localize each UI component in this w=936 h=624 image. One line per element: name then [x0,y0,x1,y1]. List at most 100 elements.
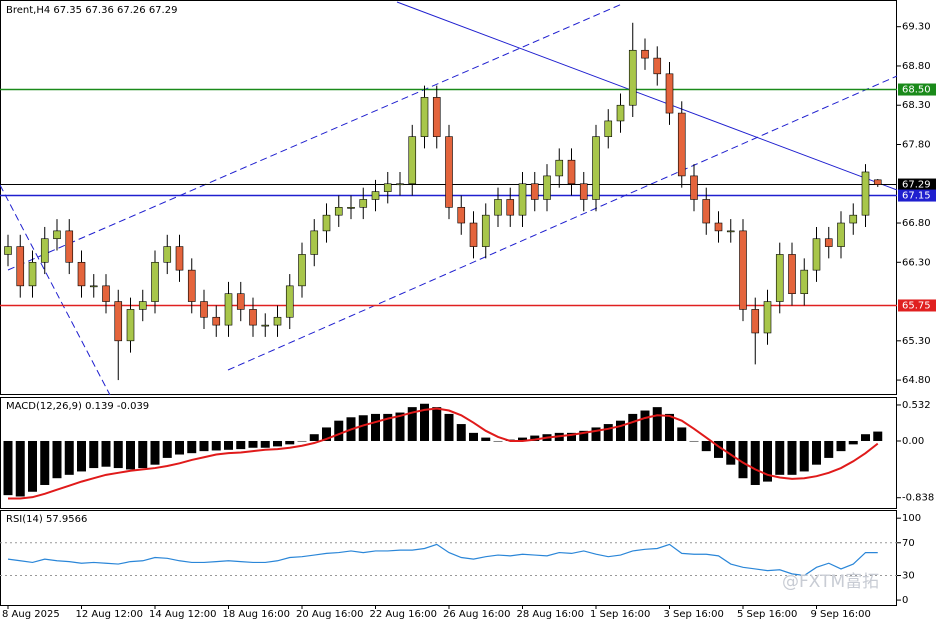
macd-bar [481,437,491,441]
candle-body [322,214,331,232]
candle-body [89,285,98,288]
candle-body [861,171,870,216]
macd-bar [64,440,74,475]
candle-body [592,136,600,200]
candle-body [40,238,49,263]
candle-body [555,159,564,177]
macd-bar [3,440,13,496]
macd-bar [628,413,638,441]
candle-body [249,309,257,326]
candle-body [432,97,441,137]
macd-bar [530,435,540,441]
candle-body [16,246,25,287]
descending-line [0,184,111,396]
candle-body [824,238,833,247]
candle-body [677,112,686,177]
candle-body [518,183,527,216]
macd-bar [199,440,209,452]
candle-body [163,246,172,263]
macd-bar [150,440,160,465]
candle-body [371,191,380,200]
candle-body [494,199,502,216]
candle-body [849,214,858,224]
level-label: 68.50 [902,85,931,96]
candle-body [628,49,637,106]
macd-bar [15,440,25,497]
y-tick-label: 0.532 [902,400,931,411]
y-tick-label: 69.30 [902,22,931,33]
x-tick-label: 3 Sep 16:00 [664,609,724,620]
candle-body [800,269,809,294]
candle-body [138,301,147,310]
macd-bar [162,440,172,458]
x-tick-label: 18 Aug 16:00 [223,609,290,620]
price-panel [0,0,897,395]
signal-line [8,407,879,500]
macd-bar [738,440,748,479]
x-tick-label: 28 Aug 16:00 [517,609,584,620]
candle-body [873,179,882,185]
y-tick-label: 66.30 [902,257,931,268]
x-tick-label: 1 Sep 16:00 [590,609,650,620]
y-tick-label: 64.80 [902,375,931,386]
x-tick-label: 9 Sep 16:00 [811,609,871,620]
candle-body [726,230,735,233]
macd-bar [89,440,99,469]
x-tick-label: 26 Aug 16:00 [443,609,510,620]
macd-bar [848,440,858,445]
macd-bar [787,440,797,475]
macd-bar [567,432,576,441]
candle-body [65,230,74,263]
y-tick-label: 30 [902,571,915,582]
level-label: 67.15 [902,191,931,202]
macd-bar [175,440,184,455]
candle-body [28,261,37,287]
candle-body [420,97,429,137]
macd-bar [775,440,785,475]
candle-body [298,254,306,287]
candle-body [273,316,282,326]
candle-body [481,214,490,247]
y-tick-label: 67.80 [902,139,931,150]
candle-body [751,309,760,334]
macd-bar [799,440,809,472]
resistance-line [396,1,898,191]
candle-body [543,175,551,200]
y-tick-label: 66.80 [902,218,931,229]
macd-bar [836,440,846,452]
candle-body [641,49,649,59]
y-tick-label: 68.80 [902,61,931,72]
macd-bar [701,440,711,452]
macd-bar [273,440,282,447]
macd-bar [518,437,527,441]
candle-body [114,301,123,342]
marks: 69.30 68.80 68.30 67.80 66.80 66.30 65.30 64.80… [0,22,936,620]
candle-body [653,57,662,75]
candle-body [4,246,12,255]
y-tick-label: -0.838 [902,493,934,504]
macd-bar [40,440,50,485]
candle-body [690,175,698,200]
rsi-panel [0,510,897,606]
candle-body [236,293,245,310]
macd-bar [591,427,601,441]
x-tick-label: 14 Aug 12:00 [149,609,216,620]
macd-bar [873,431,883,441]
macd-bar [652,407,662,441]
macd-bar [861,434,870,441]
macd-bar [395,412,405,441]
macd-bar [616,420,625,441]
macd-bar [714,440,723,458]
macd-bar [750,440,760,485]
candle-body [567,159,576,185]
candle-body [347,207,355,209]
x-tick-label: 5 Sep 16:00 [737,609,797,620]
macd-bar [824,440,834,458]
macd-bar [665,413,674,441]
macd-title: MACD(12,26,9) 0.139 -0.039 [6,401,149,412]
candle-body [665,73,674,114]
macd-bar [28,440,37,492]
level-label-box [898,189,936,202]
price-title: Brent,H4 67.35 67.36 67.26 67.29 [6,5,177,16]
macd-panel [0,397,897,509]
